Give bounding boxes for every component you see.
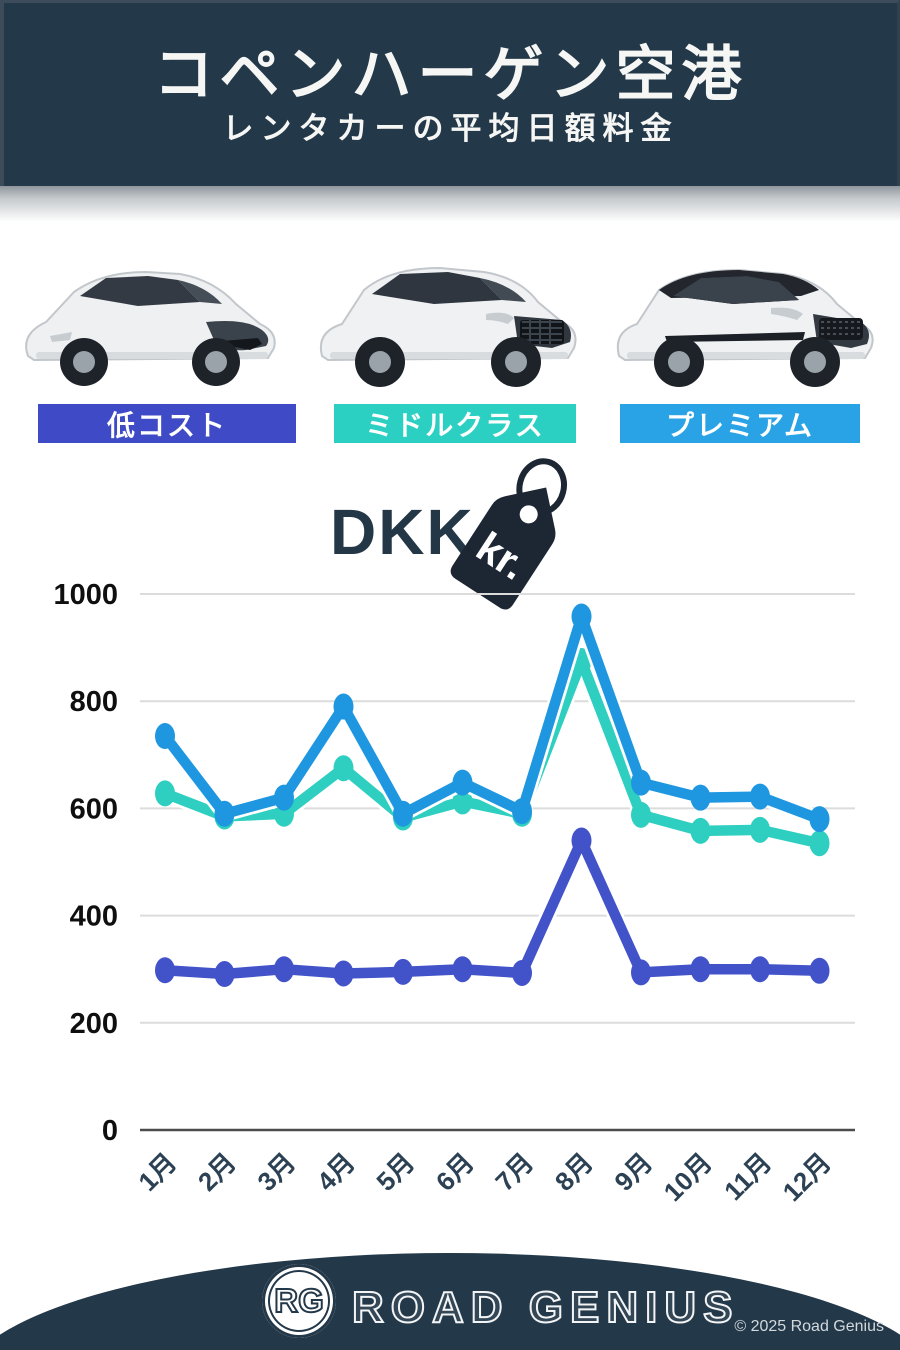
data-point: [155, 780, 175, 807]
y-tick-400: 400: [70, 901, 118, 933]
logo-initials: RG: [273, 1281, 324, 1320]
data-point: [750, 956, 770, 983]
midsize-car-image: [308, 244, 593, 404]
series-line: [159, 835, 825, 980]
category-label-midsize: ミドルクラス: [365, 409, 545, 441]
data-point: [393, 800, 413, 827]
x-tick-8: 8月: [549, 1147, 599, 1197]
data-point: [631, 769, 651, 796]
suv-car-icon: [320, 266, 577, 387]
data-point: [571, 603, 592, 630]
data-point: [214, 800, 235, 827]
x-tick-3: 3月: [251, 1147, 301, 1197]
series-line: [159, 655, 825, 849]
data-point: [452, 956, 473, 983]
rental-price-line-chart: 0 200 400 600 800 1000 1月 2月 3月 4月 5月 6月 7月 8月 9月 10月 11…: [53, 579, 855, 1207]
header-shadow-gradient: [0, 186, 900, 222]
data-point: [690, 817, 711, 844]
x-tick-4: 4月: [311, 1147, 361, 1197]
y-tick-800: 800: [70, 686, 118, 718]
category-label-economy: 低コスト: [106, 409, 227, 441]
data-point: [393, 958, 413, 985]
category-chip-midsize: ミドルクラス: [334, 404, 576, 443]
data-point: [274, 956, 294, 983]
data-point: [274, 784, 294, 811]
data-point: [155, 957, 175, 984]
data-point: [512, 798, 532, 825]
header-banner: コペンハーゲン空港 レンタカーの平均日額料金: [0, 0, 900, 186]
economy-car-image: [10, 244, 295, 404]
y-tick-200: 200: [70, 1008, 118, 1040]
page-title: コペンハーゲン空港: [153, 41, 748, 108]
brand-name: ROAD GENIUS: [351, 1282, 740, 1333]
x-tick-10: 10月: [658, 1147, 718, 1207]
x-tick-1: 1月: [132, 1147, 182, 1197]
series-casing: [157, 608, 828, 828]
luxury-suv-car-icon: [616, 268, 874, 387]
data-point: [333, 693, 354, 720]
price-tag-icon: kr.: [450, 458, 567, 610]
data-point: [809, 806, 830, 833]
category-chip-premium: プレミアム: [620, 404, 860, 443]
hatchback-car-icon: [25, 270, 276, 386]
data-point: [571, 827, 592, 854]
x-tick-5: 5月: [370, 1147, 420, 1197]
premium-car-image: [605, 244, 890, 404]
copyright-text: © 2025 Road Genius: [734, 1318, 884, 1335]
data-point: [631, 959, 651, 986]
x-tick-12: 12月: [777, 1147, 837, 1207]
currency-code-label: DKK: [330, 496, 475, 568]
y-tick-600: 600: [70, 793, 118, 825]
data-point: [333, 755, 354, 782]
x-tick-11: 11月: [718, 1147, 777, 1206]
x-tick-9: 9月: [608, 1147, 658, 1197]
road-genius-logo: RG: [262, 1264, 336, 1338]
data-point: [155, 723, 175, 750]
data-point: [631, 801, 651, 828]
data-point: [690, 784, 711, 811]
data-point: [214, 961, 235, 988]
data-point: [333, 960, 354, 987]
y-tick-1000: 1000: [53, 579, 118, 611]
data-point: [809, 830, 830, 857]
data-point: [809, 957, 830, 984]
data-point: [750, 783, 770, 810]
series-casing: [157, 832, 828, 983]
category-label-premium: プレミアム: [665, 409, 815, 441]
category-chip-economy: 低コスト: [38, 404, 296, 443]
data-point: [690, 956, 711, 983]
x-tick-7: 7月: [489, 1147, 539, 1197]
data-point: [452, 769, 473, 796]
x-tick-2: 2月: [192, 1147, 242, 1197]
y-tick-0: 0: [102, 1115, 118, 1147]
page-subtitle: レンタカーの平均日額料金: [222, 111, 679, 146]
data-point: [512, 959, 532, 986]
data-point: [750, 816, 770, 843]
data-point: [452, 788, 473, 815]
x-tick-6: 6月: [430, 1147, 480, 1197]
